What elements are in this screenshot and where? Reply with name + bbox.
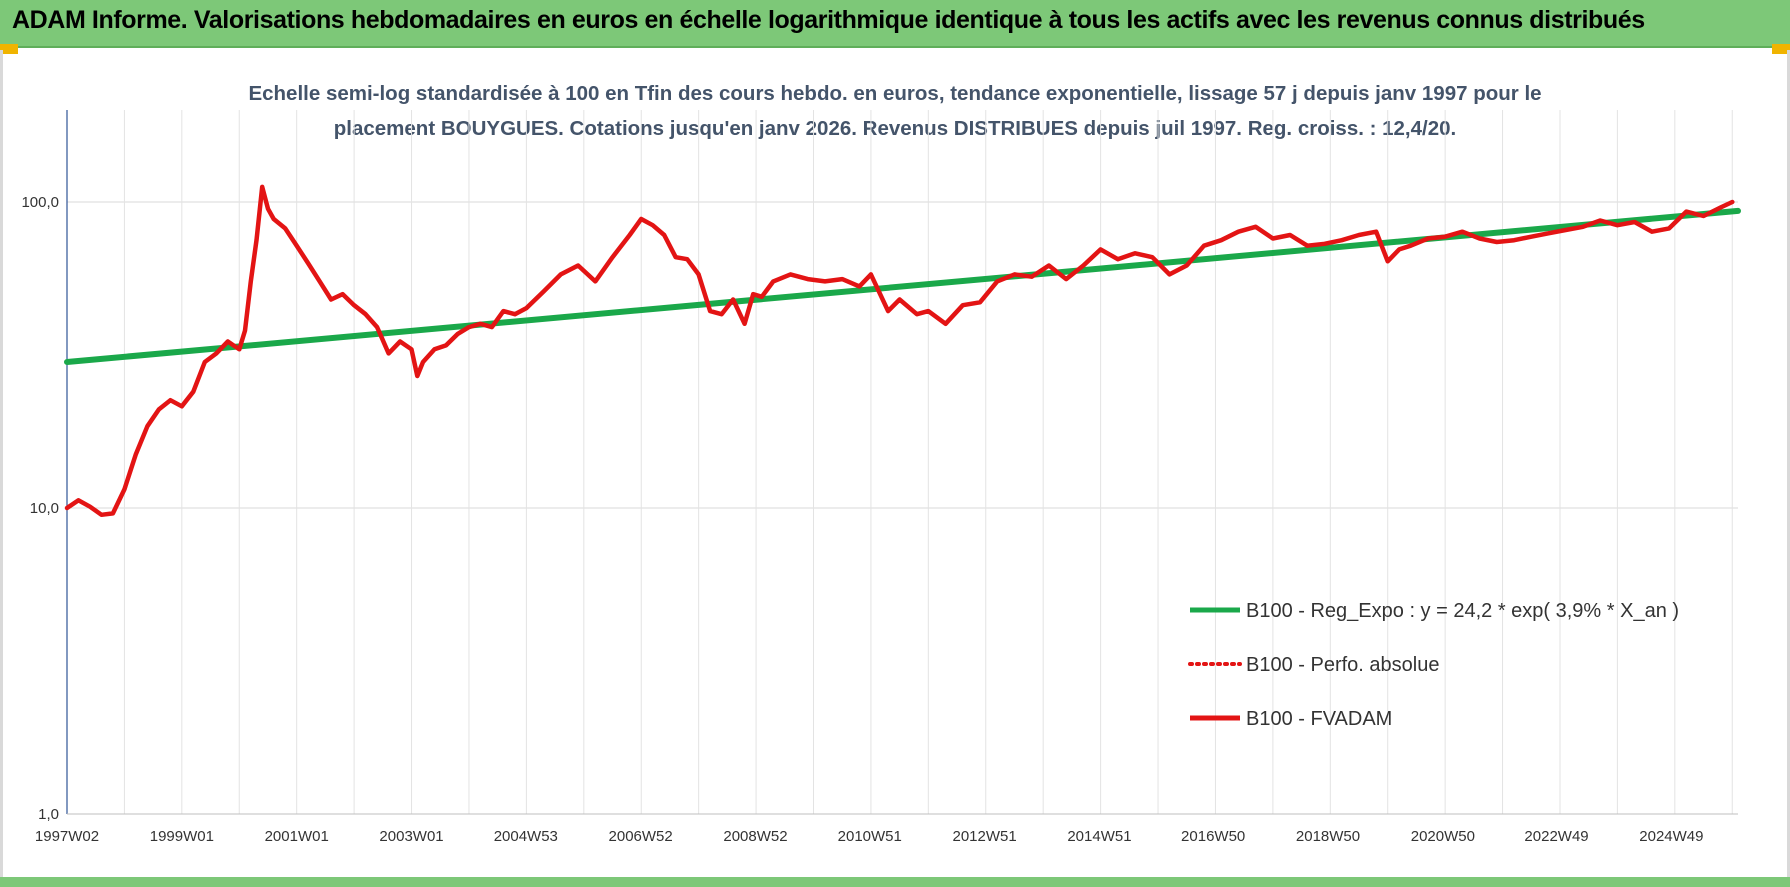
y-tick-label: 10,0 xyxy=(30,500,59,517)
chart-frame xyxy=(0,50,1790,887)
x-tick-label: 2022W49 xyxy=(1524,828,1588,845)
x-tick-label: 2014W51 xyxy=(1067,828,1131,845)
y-tick-label: 100,0 xyxy=(21,194,59,211)
corner-marker xyxy=(1772,44,1790,54)
x-tick-label: 2024W49 xyxy=(1639,828,1703,845)
corner-marker xyxy=(0,44,18,54)
page-title: ADAM Informe. Valorisations hebdomadaire… xyxy=(12,6,1645,34)
header-bar: ADAM Informe. Valorisations hebdomadaire… xyxy=(0,0,1790,48)
x-tick-label: 2001W01 xyxy=(265,828,329,845)
x-tick-label: 2018W50 xyxy=(1296,828,1360,845)
x-tick-label: 2016W50 xyxy=(1181,828,1245,845)
series-line xyxy=(64,184,1735,518)
x-tick-label: 2012W51 xyxy=(953,828,1017,845)
x-tick-label: 2020W50 xyxy=(1411,828,1475,845)
footer-bar xyxy=(0,877,1790,887)
chart-title: Echelle semi-log standardisée à 100 en T… xyxy=(248,82,1542,140)
x-tick-label: 2003W01 xyxy=(379,828,443,845)
legend-label: B100 - FVADAM xyxy=(1246,708,1392,730)
x-tick-label: 1997W02 xyxy=(35,828,99,845)
x-tick-label: 2004W53 xyxy=(494,828,558,845)
x-tick-label: 1999W01 xyxy=(150,828,214,845)
legend-label: B100 - Reg_Expo : y = 24,2 * exp( 3,9% *… xyxy=(1246,600,1679,622)
series-line xyxy=(64,207,1741,365)
x-tick-label: 2010W51 xyxy=(838,828,902,845)
x-tick-label: 2008W52 xyxy=(723,828,787,845)
legend-label: B100 - Perfo. absolue xyxy=(1246,654,1439,676)
y-tick-label: 1,0 xyxy=(38,806,59,823)
x-tick-label: 2006W52 xyxy=(609,828,673,845)
